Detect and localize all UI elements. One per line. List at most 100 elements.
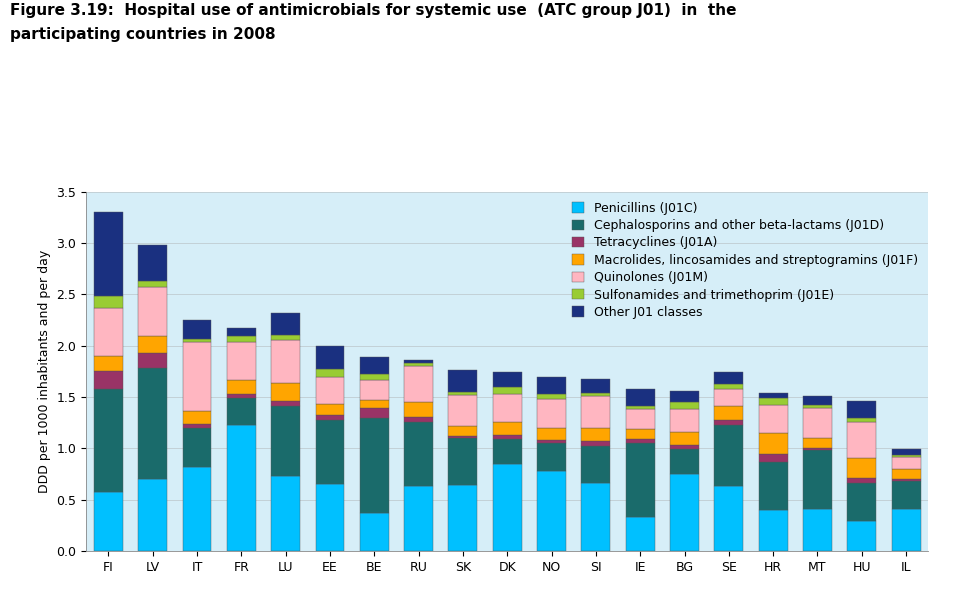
Bar [316,404,345,415]
Bar [803,450,832,509]
Bar [715,406,744,420]
Bar [582,396,611,428]
Bar [537,428,566,440]
Bar [449,370,478,392]
Bar [582,379,611,393]
Bar [94,371,122,389]
Bar [892,509,921,551]
Bar [316,415,345,420]
Bar [626,443,655,517]
Bar [227,337,256,341]
Bar [493,373,522,387]
Bar [183,338,211,341]
Bar [404,416,433,422]
Bar [803,409,832,438]
Bar [582,428,611,441]
Bar [892,456,921,469]
Bar [759,406,788,433]
Bar [715,384,744,389]
Bar [449,485,478,551]
Bar [271,313,300,335]
Bar [404,402,433,416]
Bar [892,479,921,481]
Bar [670,449,699,474]
Bar [892,469,921,479]
Bar [582,483,611,551]
Bar [803,406,832,409]
Bar [404,422,433,486]
Bar [715,425,744,486]
Bar [892,449,921,455]
Bar [360,374,389,380]
Bar [316,377,345,404]
Bar [183,341,211,412]
Bar [227,394,256,398]
Bar [449,392,478,395]
Bar [803,449,832,450]
Bar [715,420,744,425]
Bar [670,474,699,551]
Bar [94,212,122,297]
Bar [360,513,389,551]
Bar [360,380,389,400]
Bar [316,420,345,485]
Bar [670,409,699,432]
Bar [803,438,832,449]
Bar [138,479,167,551]
Bar [847,483,877,521]
Bar [138,353,167,368]
Bar [626,429,655,439]
Bar [670,402,699,409]
Bar [582,393,611,396]
Bar [582,446,611,483]
Bar [316,485,345,551]
Bar [537,443,566,471]
Bar [227,380,256,394]
Bar [493,387,522,394]
Bar [94,297,122,308]
Legend: Penicillins (J01C), Cephalosporins and other beta-lactams (J01D), Tetracyclines : Penicillins (J01C), Cephalosporins and o… [568,198,922,323]
Bar [404,366,433,402]
Bar [404,363,433,366]
Bar [316,346,345,370]
Bar [449,426,478,436]
Bar [803,509,832,551]
Bar [138,368,167,479]
Bar [360,409,389,418]
Bar [847,401,877,418]
Bar [759,462,788,510]
Bar [183,412,211,423]
Bar [493,422,522,435]
Bar [183,320,211,338]
Bar [759,510,788,551]
Bar [138,245,167,281]
Bar [715,373,744,384]
Bar [138,281,167,287]
Bar [183,467,211,551]
Y-axis label: DDD per 1000 inhabitants and per day: DDD per 1000 inhabitants and per day [38,250,51,493]
Bar [360,400,389,409]
Bar [138,337,167,353]
Bar [227,328,256,337]
Bar [715,389,744,406]
Bar [803,396,832,406]
Bar [449,436,478,438]
Bar [493,439,522,464]
Bar [183,428,211,467]
Bar [626,406,655,409]
Bar [227,398,256,425]
Bar [271,335,300,340]
Bar [449,395,478,426]
Bar [759,453,788,462]
Bar [183,423,211,428]
Bar [271,383,300,401]
Bar [759,398,788,406]
Bar [449,438,478,485]
Bar [404,360,433,363]
Bar [759,393,788,398]
Bar [94,308,122,356]
Bar [360,357,389,374]
Text: participating countries in 2008: participating countries in 2008 [10,27,276,42]
Bar [626,389,655,406]
Bar [493,435,522,439]
